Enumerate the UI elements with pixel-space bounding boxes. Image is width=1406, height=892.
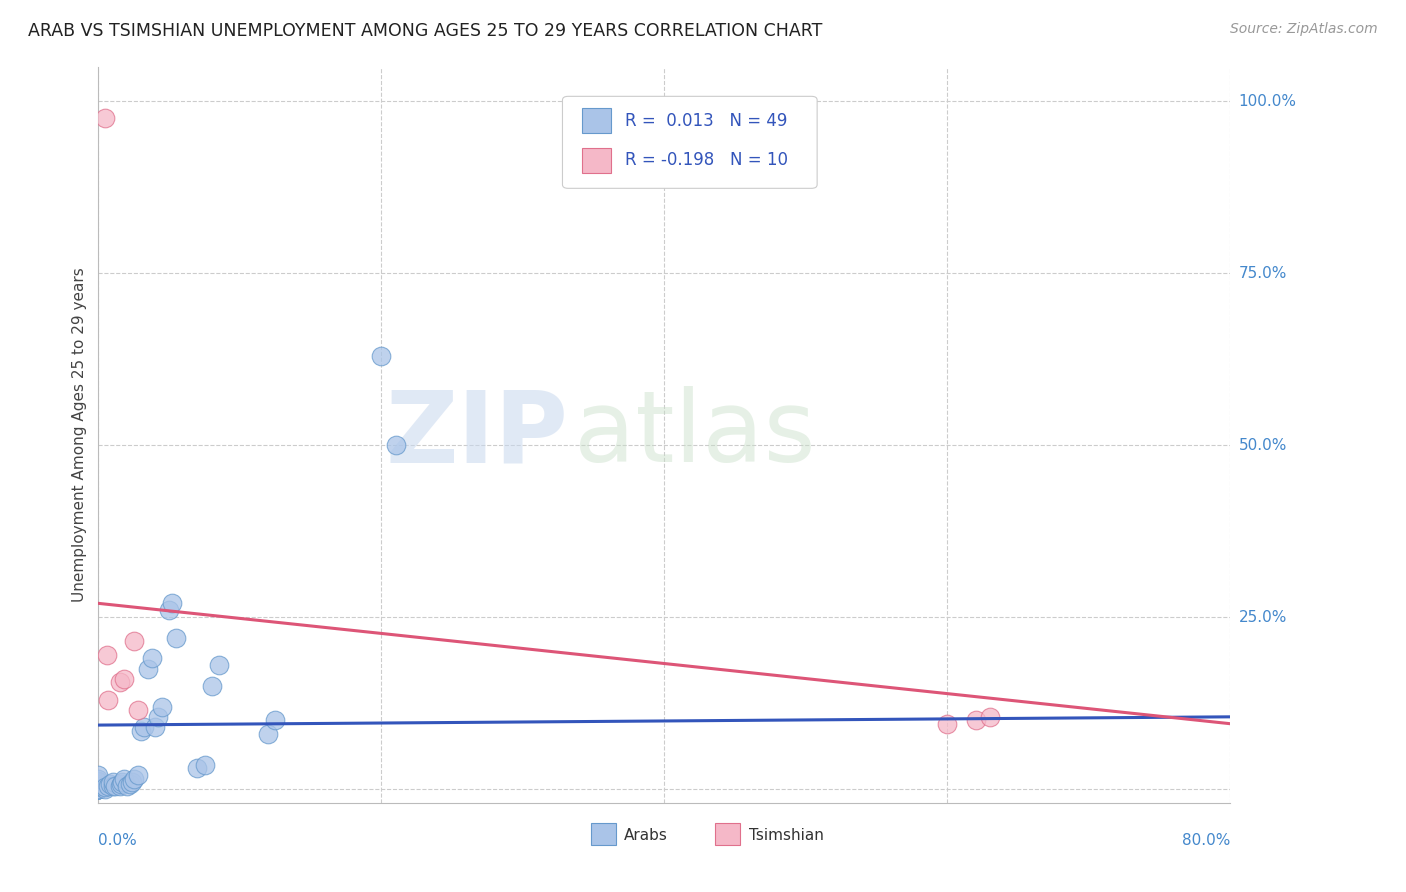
Point	[193, 758, 215, 772]
Point	[87, 779, 110, 793]
Text: R =  0.013   N = 49: R = 0.013 N = 49	[624, 112, 787, 129]
Point	[87, 782, 110, 797]
Point	[87, 782, 110, 797]
Point	[157, 603, 180, 617]
Point	[87, 782, 110, 797]
Point	[257, 727, 280, 741]
Point	[87, 782, 110, 797]
Point	[127, 703, 149, 717]
Point	[108, 779, 131, 793]
Point	[97, 779, 120, 793]
Point	[94, 782, 117, 797]
Text: ARAB VS TSIMSHIAN UNEMPLOYMENT AMONG AGES 25 TO 29 YEARS CORRELATION CHART: ARAB VS TSIMSHIAN UNEMPLOYMENT AMONG AGE…	[28, 22, 823, 40]
Point	[146, 710, 169, 724]
Point	[87, 779, 110, 793]
Point	[97, 692, 120, 706]
Text: R = -0.198   N = 10: R = -0.198 N = 10	[624, 152, 787, 169]
Point	[101, 779, 124, 793]
Point	[87, 782, 110, 797]
Point	[87, 768, 110, 782]
Point	[965, 713, 987, 727]
Text: 80.0%: 80.0%	[1182, 833, 1230, 848]
Point	[122, 772, 145, 786]
Point	[136, 662, 159, 676]
Point	[127, 768, 149, 782]
Point	[165, 631, 187, 645]
Text: atlas: atlas	[574, 386, 815, 483]
Text: ZIP: ZIP	[385, 386, 568, 483]
Y-axis label: Unemployment Among Ages 25 to 29 years: Unemployment Among Ages 25 to 29 years	[72, 268, 87, 602]
Point	[115, 779, 138, 793]
Text: 50.0%: 50.0%	[1239, 438, 1286, 452]
Point	[101, 775, 124, 789]
Point	[98, 776, 121, 790]
Text: Arabs: Arabs	[624, 828, 668, 843]
FancyBboxPatch shape	[582, 148, 612, 173]
Point	[132, 720, 155, 734]
Point	[104, 779, 127, 793]
FancyBboxPatch shape	[716, 823, 740, 846]
Point	[208, 658, 231, 673]
Text: 0.0%: 0.0%	[98, 833, 138, 848]
FancyBboxPatch shape	[582, 108, 612, 133]
Point	[94, 112, 117, 126]
Point	[87, 773, 110, 788]
Point	[112, 772, 135, 786]
Point	[96, 648, 118, 662]
Text: Tsimshian: Tsimshian	[749, 828, 824, 843]
Point	[87, 772, 110, 786]
Point	[201, 679, 224, 693]
Point	[87, 782, 110, 797]
Text: Source: ZipAtlas.com: Source: ZipAtlas.com	[1230, 22, 1378, 37]
Point	[87, 776, 110, 790]
Point	[160, 596, 183, 610]
Text: 75.0%: 75.0%	[1239, 266, 1286, 281]
Point	[979, 710, 1001, 724]
Point	[110, 776, 132, 790]
FancyBboxPatch shape	[562, 96, 817, 188]
Point	[936, 716, 959, 731]
Point	[150, 699, 173, 714]
FancyBboxPatch shape	[591, 823, 616, 846]
Point	[129, 723, 152, 738]
Point	[94, 780, 117, 794]
Point	[384, 438, 406, 452]
Point	[87, 775, 110, 789]
Point	[108, 675, 131, 690]
Point	[370, 349, 392, 363]
Point	[118, 776, 141, 790]
Point	[87, 782, 110, 797]
Point	[112, 672, 135, 686]
Point	[122, 634, 145, 648]
Point	[87, 782, 110, 797]
Point	[141, 651, 163, 665]
Point	[121, 775, 143, 789]
Text: 100.0%: 100.0%	[1239, 94, 1296, 109]
Point	[143, 720, 166, 734]
Point	[186, 761, 208, 775]
Point	[111, 775, 134, 789]
Text: 25.0%: 25.0%	[1239, 609, 1286, 624]
Point	[264, 713, 287, 727]
